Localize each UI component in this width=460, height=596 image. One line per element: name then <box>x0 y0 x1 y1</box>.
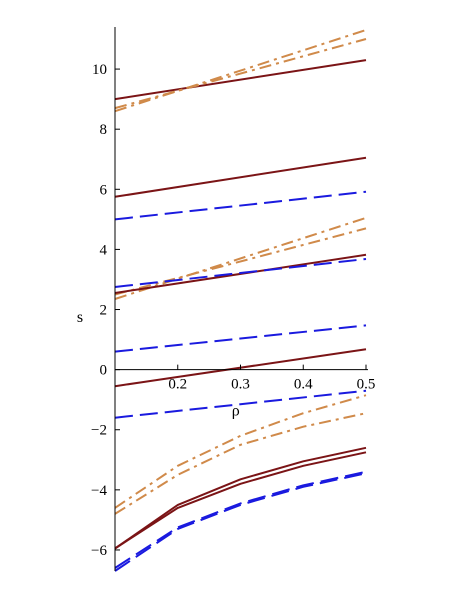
y-tick-label: 8 <box>100 122 108 138</box>
series-layer <box>114 29 367 572</box>
series-line-15-solid <box>114 446 367 550</box>
series-line-10-dashed <box>114 324 367 353</box>
series-line-7-dashdot <box>114 227 367 296</box>
series-line-4-solid <box>114 156 367 198</box>
y-tick-label: 2 <box>100 303 108 319</box>
series-line-2-dashdot <box>114 29 367 113</box>
series-line-18-dashed <box>114 472 367 572</box>
series-line-1-solid <box>114 59 367 101</box>
series-line-12-dashed <box>114 389 367 419</box>
series-line-16-solid <box>114 451 367 550</box>
series-line-6-dashdot <box>114 216 367 300</box>
series-line-3-dashdot <box>114 38 367 110</box>
series-line-14-dashdot <box>114 412 367 515</box>
x-tick-label: 0.3 <box>231 377 250 393</box>
series-line-17-dashed <box>114 470 367 569</box>
x-tick-label: 0.4 <box>294 377 313 393</box>
y-axis-label: s <box>77 309 83 326</box>
x-axis-label: ρ <box>232 403 240 420</box>
series-line-5-dashed <box>114 190 367 221</box>
y-tick-label: 10 <box>92 62 107 78</box>
y-tick-label: 0 <box>100 363 108 379</box>
y-tick-label: −2 <box>91 423 107 439</box>
x-tick-label: 0.5 <box>357 377 376 393</box>
y-tick-label: −6 <box>91 543 107 559</box>
y-tick-label: 4 <box>100 242 108 258</box>
y-tick-label: −4 <box>91 483 107 499</box>
series-line-9-dashed <box>114 258 367 288</box>
y-ticks: −6 −4 −2 0 2 4 6 8 10 <box>91 62 120 559</box>
x-tick-label: 0.2 <box>168 377 187 393</box>
series-line-13-dashdot <box>114 394 367 509</box>
y-tick-label: 6 <box>100 182 108 198</box>
x-ticks: 0.2 0.3 0.4 0.5 <box>168 364 376 393</box>
